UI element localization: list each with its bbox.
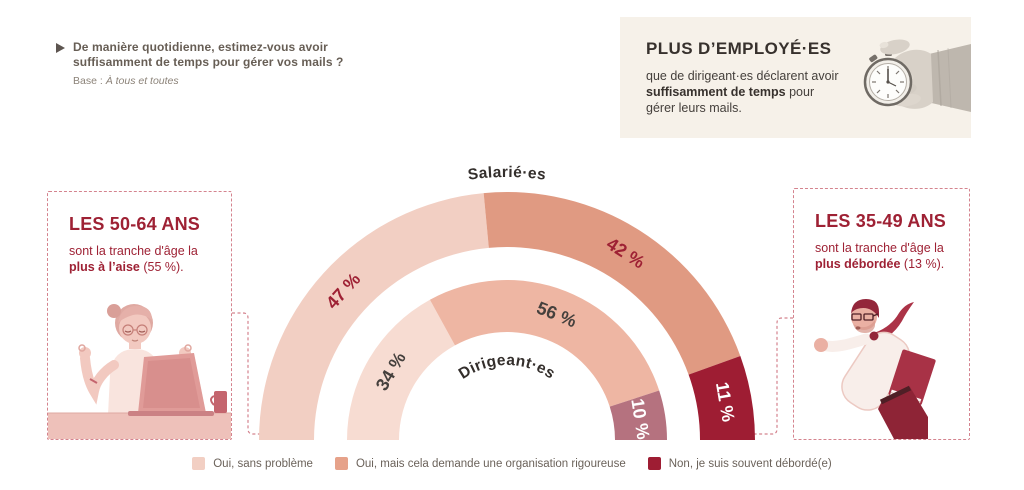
left-connector-line bbox=[232, 312, 283, 435]
ring-1-title: Dirigeant·es bbox=[456, 352, 558, 383]
chart-legend: Oui, sans problème Oui, mais cela demande… bbox=[0, 457, 1024, 470]
question-base-note: Base : À tous et toutes bbox=[73, 75, 386, 87]
callout-left-end: (55 %). bbox=[139, 260, 184, 274]
ring-0-segment-0 bbox=[259, 193, 489, 440]
insight-body: que de dirigeant·es déclarent avoir suff… bbox=[646, 68, 842, 116]
legend-item-0: Oui, sans problème bbox=[192, 457, 313, 470]
right-connector-line bbox=[747, 317, 793, 435]
legend-item-2: Non, je suis souvent débordé(e) bbox=[647, 457, 832, 470]
callout-35-49-ans: LES 35-49 ANS sont la tranche d'âge la pl… bbox=[793, 188, 970, 440]
ring-0-title: Salarié·es bbox=[467, 164, 547, 184]
base-prefix: Base : bbox=[73, 75, 106, 87]
insight-body-end: pour gérer leurs mails. bbox=[646, 85, 815, 115]
ring-1-segment-1 bbox=[429, 279, 660, 407]
legend-swatch-1 bbox=[334, 457, 348, 470]
question-line-1: De manière quotidienne, estimez-vous avo… bbox=[73, 40, 328, 54]
legend-label-1: Oui, mais cela demande une organisation … bbox=[355, 457, 626, 470]
legend-label-0: Oui, sans problème bbox=[213, 457, 313, 470]
stopwatch-hand-photo bbox=[863, 39, 971, 112]
callout-left-body: sont la tranche d'âge la plus à l’aise (5… bbox=[69, 243, 209, 275]
question-block: De manière quotidienne, estimez-vous avo… bbox=[56, 40, 386, 87]
insight-body-start: que de dirigeant·es déclarent avoir bbox=[646, 69, 839, 83]
legend-swatch-0 bbox=[192, 457, 206, 470]
callout-right-title: LES 35-49 ANS bbox=[815, 211, 946, 231]
callout-left-line: sont la tranche d'âge la bbox=[69, 244, 198, 258]
callout-right-body: sont la tranche d'âge la plus débordée (1… bbox=[815, 240, 955, 272]
base-detail: À tous et toutes bbox=[105, 75, 179, 87]
ring-0-segment-1 bbox=[483, 191, 741, 375]
ring-0-segment-2 bbox=[688, 355, 755, 440]
question-line-2: suffisamment de temps pour gérer vos mai… bbox=[73, 54, 344, 69]
legend-swatch-2 bbox=[647, 457, 661, 470]
question-text: De manière quotidienne, estimez-vous avo… bbox=[73, 40, 343, 69]
callout-50-64-ans: LES 50-64 ANS sont la tranche d'âge la pl… bbox=[47, 191, 232, 440]
insight-title: PLUS D’EMPLOYÉ·ES bbox=[646, 39, 832, 58]
ring-1-segment-2 bbox=[609, 390, 667, 440]
callout-right-line: sont la tranche d'âge la bbox=[815, 241, 944, 255]
insight-body-bold: suffisamment de temps bbox=[646, 85, 786, 99]
callout-left-bold: plus à l’aise bbox=[69, 260, 140, 274]
legend-label-2: Non, je suis souvent débordé(e) bbox=[668, 457, 832, 470]
callout-right-bold: plus débordée bbox=[815, 257, 901, 271]
key-insight-box: PLUS D’EMPLOYÉ·ES que de dirigeant·es dé… bbox=[620, 17, 971, 138]
callout-right-end: (13 %). bbox=[900, 257, 945, 271]
triangle-bullet-icon bbox=[56, 43, 65, 53]
ring-1-segment-0 bbox=[347, 299, 455, 440]
callout-left-title: LES 50-64 ANS bbox=[69, 214, 200, 234]
rushing-man-photo bbox=[814, 299, 936, 439]
meditating-woman-photo bbox=[48, 304, 231, 439]
legend-item-1: Oui, mais cela demande une organisation … bbox=[334, 457, 626, 470]
